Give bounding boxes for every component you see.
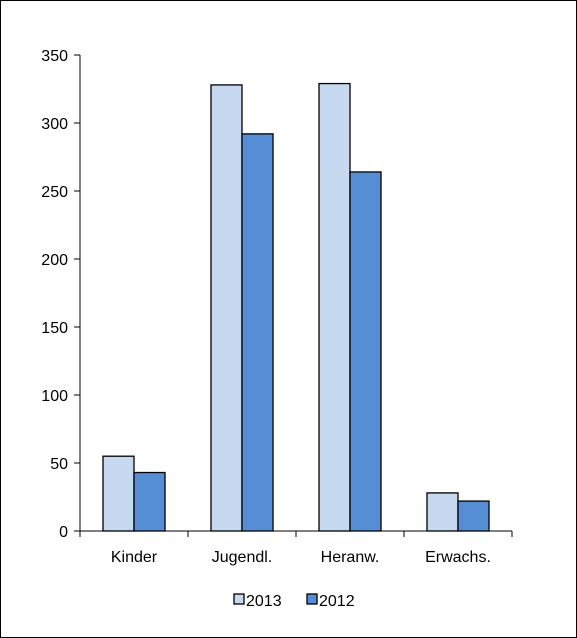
bar-2013-heranw	[318, 82, 351, 532]
bar-2013-jugendl	[210, 84, 243, 532]
y-tick-label: 200	[41, 252, 68, 269]
y-axis: 0 50 100 150 200 250 300 350	[41, 48, 81, 541]
legend-label-2013: 2013	[246, 593, 282, 610]
legend-swatch-2013	[233, 593, 245, 605]
y-tick-label: 50	[50, 456, 68, 473]
y-tick-label: 350	[41, 48, 68, 65]
legend-label-2012: 2012	[319, 593, 355, 610]
bar-2013-kinder	[102, 455, 135, 532]
x-tick-label: Erwachs.	[425, 549, 491, 566]
bar-2012-erwachs	[457, 500, 490, 532]
bar-2012-heranw	[349, 171, 382, 532]
bar-2013-erwachs	[426, 492, 459, 532]
y-tick-label: 0	[59, 524, 68, 541]
legend-swatch-2012	[306, 593, 318, 605]
bar-2012-jugendl	[241, 133, 274, 532]
bars	[102, 82, 490, 532]
y-tick-label: 250	[41, 184, 68, 201]
y-tick-label: 150	[41, 320, 68, 337]
x-tick-label: Kinder	[111, 549, 158, 566]
x-tick-label: Jugendl.	[212, 549, 273, 566]
legend: 2013 2012	[233, 593, 355, 610]
y-tick-label: 100	[41, 388, 68, 405]
x-tick-label: Heranw.	[321, 549, 380, 566]
y-tick-label: 300	[41, 116, 68, 133]
x-axis: Kinder Jugendl. Heranw. Erwachs.	[79, 530, 513, 566]
bar-2012-kinder	[133, 471, 166, 532]
